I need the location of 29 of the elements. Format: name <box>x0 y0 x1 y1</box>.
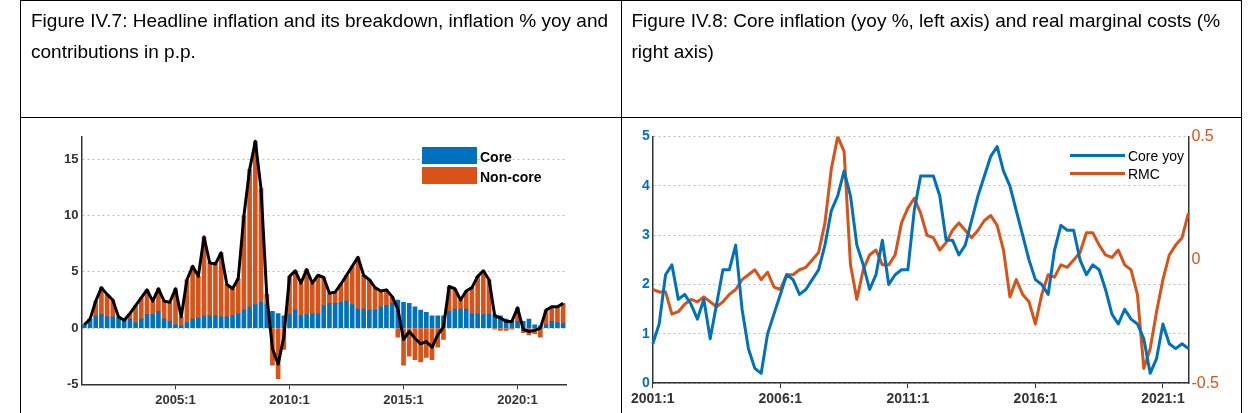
x-tick-label: 2006:1 <box>758 390 802 407</box>
legend-label: Core <box>480 147 512 166</box>
x-tick-label: 2005:1 <box>155 391 196 407</box>
y-tick-label: 10 <box>63 207 79 223</box>
legend-label: Core yoy <box>1127 146 1184 165</box>
y-tick-label: -5 <box>66 375 79 391</box>
y2-tick-label: 0.5 <box>1190 127 1214 145</box>
x-tick-label: 2010:1 <box>269 391 310 407</box>
y-tick-label: 4 <box>641 176 650 193</box>
x-tick-label: 2001:1 <box>630 390 675 407</box>
y-tick-label: 5 <box>71 263 79 279</box>
legend-label: RMC <box>1127 164 1160 183</box>
legend-label: Non-core <box>480 167 542 186</box>
x-tick-label: 2016:1 <box>1013 390 1057 407</box>
y-tick-label: 0 <box>71 319 79 335</box>
y-tick-label: 0 <box>641 374 650 391</box>
x-tick-label: 2015:1 <box>383 391 424 407</box>
chart-title: Figure IV.7: Headline inflation and its breakdown, inflation % yoy and contributions in p.p. <box>21 0 621 118</box>
y2-tick-label: -0.5 <box>1190 373 1219 391</box>
x-tick-label: 2020:1 <box>497 391 538 407</box>
y-tick-label: 5 <box>641 127 650 144</box>
chart-title: Figure IV.8: Core inflation (yoy %, left axis) and real marginal costs (% right axis) <box>621 0 1241 118</box>
y-tick-label: 3 <box>641 226 650 243</box>
y-tick-label: 15 <box>63 150 79 166</box>
y-tick-label: 2 <box>641 275 650 292</box>
x-tick-label: 2021:1 <box>1140 390 1185 407</box>
y2-tick-label: 0 <box>1190 250 1200 268</box>
y-tick-label: 1 <box>641 324 650 341</box>
x-tick-label: 2011:1 <box>885 390 929 407</box>
